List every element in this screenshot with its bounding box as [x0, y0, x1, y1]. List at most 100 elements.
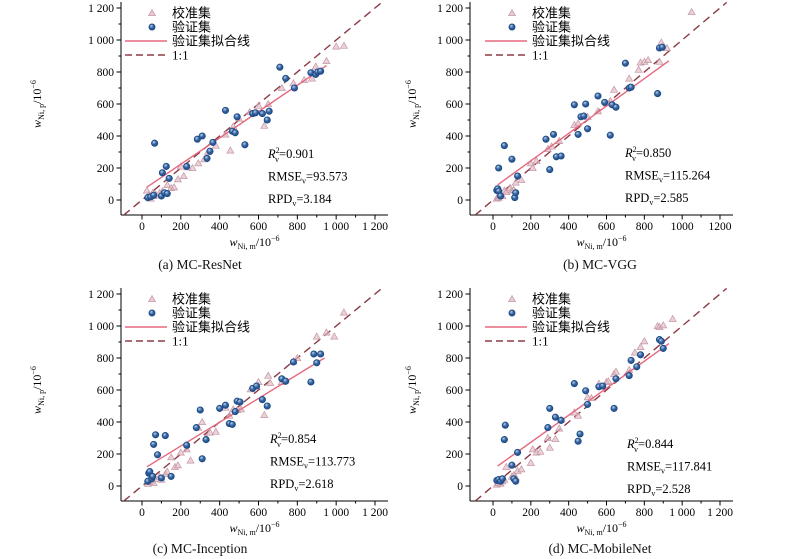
svg-text:RMSEv=113.773: RMSEv=113.773	[270, 455, 355, 471]
svg-text:1 200: 1 200	[362, 221, 388, 233]
svg-text:1 200: 1 200	[437, 3, 463, 15]
svg-text:校准集: 校准集	[172, 292, 211, 307]
panel-caption-b: (b) MC-VGG	[563, 257, 637, 272]
panel-mc-resnet: 0 0 200 200 400 400 600 600 800 800 1 000 1 000 1 20…	[0, 0, 400, 280]
stats-text: R2 v=0.854 RMSEv=113.773 RPDv=2.618	[269, 431, 355, 493]
svg-text:验证集拟合线: 验证集拟合线	[532, 34, 610, 49]
svg-text:800: 800	[636, 507, 654, 519]
svg-text:RPDv=2.585: RPDv=2.585	[625, 191, 689, 207]
panel-caption-a: (a) MC-ResNet	[158, 257, 242, 272]
svg-text:0: 0	[139, 507, 145, 519]
panel-mc-mobilenet: 0 0 200 200 400 400 600 600 800 800 1 000 1 000 1 20…	[400, 280, 800, 559]
panel-mc-inception: 0 0 200 200 400 400 600 600 800 800 1 000 1 000 1 20…	[0, 280, 400, 559]
svg-text:验证集拟合线: 验证集拟合线	[532, 320, 610, 335]
svg-text:1200: 1200	[709, 221, 732, 233]
svg-text:校准集: 校准集	[172, 6, 211, 21]
svg-text:RPDv=3.184: RPDv=3.184	[268, 192, 332, 208]
svg-text:R2v=0.901: R2 v=0.901	[267, 146, 314, 164]
panel-caption-d: (d) MC-MobileNet	[548, 541, 652, 556]
svg-text:400: 400	[446, 131, 464, 143]
scatter-plot-mc-vgg: 0 0 200 200 400 400 600 600 800 800 1000 1 000 1200 1…	[404, 1, 733, 251]
svg-text:1 000: 1 000	[669, 507, 695, 519]
tick-labels: 0 0 200 200 400 400 600 600 800 800 1 000 1 000 1 20…	[88, 289, 388, 519]
svg-text:1 000: 1 000	[437, 321, 463, 333]
x-axis-label: wNi, m/10−6	[576, 520, 626, 537]
svg-text:1 200: 1 200	[437, 289, 463, 301]
y-axis-label: wNi, p/10−6	[404, 80, 421, 128]
svg-text:400: 400	[211, 221, 229, 233]
validation-points	[144, 63, 325, 202]
svg-text:1:1: 1:1	[532, 334, 549, 349]
fit-line	[497, 343, 670, 467]
svg-text:0: 0	[490, 221, 496, 233]
validation-points	[493, 336, 667, 485]
svg-text:800: 800	[97, 353, 115, 365]
y-axis-label: wNi, p/10−6	[29, 366, 46, 414]
svg-text:800: 800	[636, 221, 654, 233]
x-axis-label: wNi, m/10−6	[229, 234, 279, 251]
svg-text:校准集: 校准集	[532, 6, 571, 21]
svg-text:200: 200	[172, 221, 190, 233]
svg-text:1 200: 1 200	[88, 289, 114, 301]
x-axis-label: wNi, m/10−6	[576, 234, 626, 251]
tick-labels: 0 0 200 200 400 400 600 600 800 800 1 000 1 000 1 20…	[88, 3, 388, 233]
x-axis-label: wNi, m/10−6	[229, 520, 279, 537]
svg-text:800: 800	[289, 221, 307, 233]
svg-text:验证集拟合线: 验证集拟合线	[172, 320, 250, 335]
svg-text:1 200: 1 200	[707, 507, 733, 519]
svg-text:0: 0	[457, 481, 463, 493]
svg-text:0: 0	[490, 507, 496, 519]
svg-text:1 000: 1 000	[88, 35, 114, 47]
ticks	[116, 7, 376, 220]
y-axis-label: wNi, p/10−6	[29, 80, 46, 128]
svg-text:RMSEv=93.573: RMSEv=93.573	[268, 170, 347, 186]
svg-text:R2v=0.850: R2 v=0.850	[624, 145, 671, 163]
validation-points	[144, 350, 325, 485]
svg-text:1 000: 1 000	[437, 35, 463, 47]
svg-text:0: 0	[108, 195, 114, 207]
svg-text:1 200: 1 200	[362, 507, 388, 519]
svg-text:200: 200	[522, 221, 540, 233]
identity-line	[474, 1, 728, 215]
tick-labels: 0 0 200 200 400 400 600 600 800 800 1000 1 000 1200 1…	[437, 3, 732, 233]
svg-text:0: 0	[139, 221, 145, 233]
svg-text:验证集: 验证集	[172, 20, 211, 35]
svg-text:1 000: 1 000	[323, 221, 349, 233]
svg-text:0: 0	[457, 195, 463, 207]
svg-text:600: 600	[250, 221, 268, 233]
svg-text:验证集: 验证集	[532, 20, 571, 35]
svg-text:400: 400	[97, 417, 115, 429]
panel-caption-c: (c) MC-Inception	[152, 541, 248, 556]
tick-labels: 0 0 200 200 400 400 600 600 800 800 1 000 1 000 1 20…	[437, 289, 733, 519]
svg-text:400: 400	[211, 507, 229, 519]
y-axis-label: wNi, p/10−6	[404, 366, 421, 414]
stats-text: R2 v=0.850 RMSEv=115.264 RPDv=2.585	[624, 145, 711, 207]
svg-text:400: 400	[560, 221, 578, 233]
svg-text:600: 600	[97, 385, 115, 397]
ticks	[465, 7, 721, 220]
svg-text:1 200: 1 200	[88, 3, 114, 15]
axes	[120, 288, 388, 502]
svg-text:200: 200	[97, 449, 115, 461]
svg-text:800: 800	[97, 67, 115, 79]
axes	[120, 2, 388, 216]
scatter-plot-mc-resnet: 0 0 200 200 400 400 600 600 800 800 1 000 1 000 1 20…	[29, 1, 388, 251]
ticks	[116, 293, 376, 506]
svg-text:200: 200	[446, 449, 464, 461]
svg-text:RPDv=2.618: RPDv=2.618	[270, 477, 334, 493]
svg-text:1000: 1000	[671, 221, 694, 233]
svg-text:1:1: 1:1	[532, 48, 549, 63]
svg-text:验证集: 验证集	[532, 306, 571, 321]
svg-text:RMSEv=117.841: RMSEv=117.841	[627, 460, 712, 476]
svg-text:800: 800	[446, 67, 464, 79]
svg-text:600: 600	[598, 507, 616, 519]
svg-text:800: 800	[289, 507, 307, 519]
scatter-plot-mc-mobilenet: 0 0 200 200 400 400 600 600 800 800 1 000 1 000 1 20…	[404, 287, 733, 537]
svg-text:600: 600	[446, 385, 464, 397]
svg-text:400: 400	[560, 507, 578, 519]
svg-text:验证集拟合线: 验证集拟合线	[172, 34, 250, 49]
svg-text:600: 600	[250, 507, 268, 519]
svg-text:400: 400	[97, 131, 115, 143]
svg-text:RMSEv=115.264: RMSEv=115.264	[625, 169, 711, 185]
